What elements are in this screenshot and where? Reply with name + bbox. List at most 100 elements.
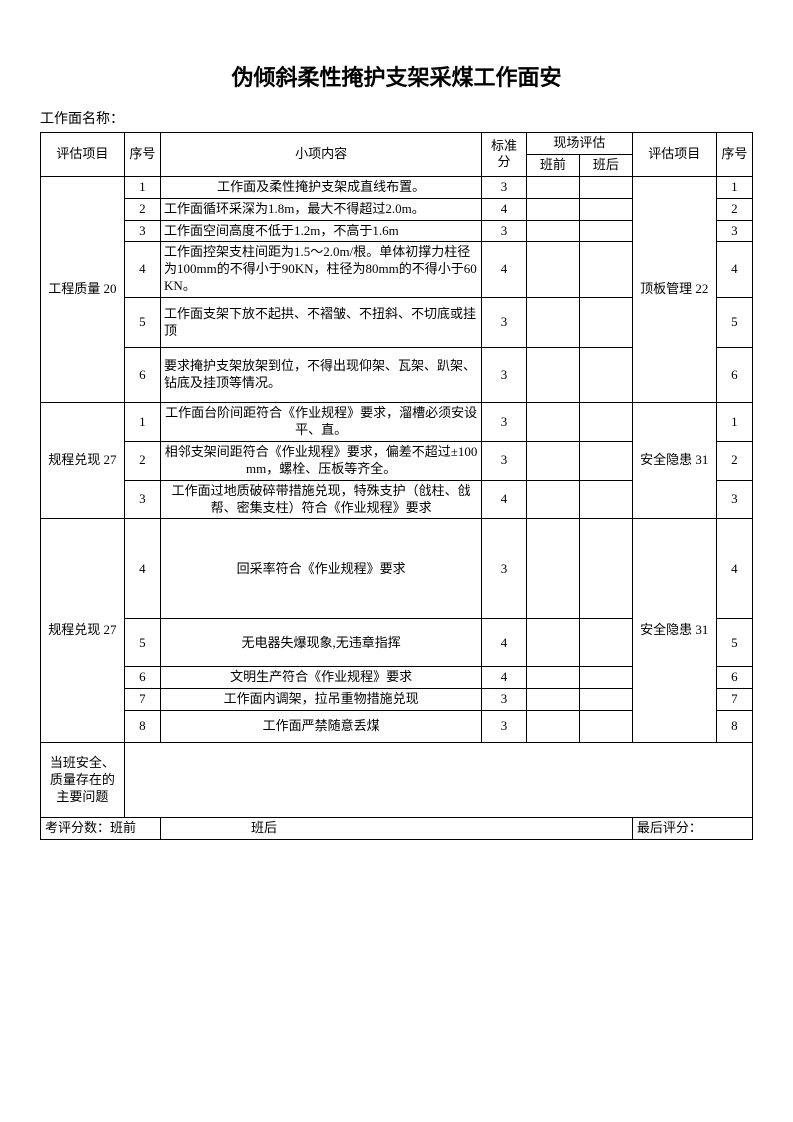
eval-after-cell[interactable] [579,298,632,348]
item-cell: 工作面及柔性掩护支架成直线布置。 [161,176,482,198]
eval-before-cell[interactable] [526,242,579,298]
score-after-label: 班后 [161,818,633,840]
eval-after-cell[interactable] [579,667,632,689]
std-cell: 4 [482,242,527,298]
eval-before-cell[interactable] [526,348,579,403]
seq2-cell: 3 [716,220,752,242]
seq2-cell: 2 [716,198,752,220]
item-cell: 工作面循环采深为1.8m，最大不得超过2.0m。 [161,198,482,220]
seq2-cell: 2 [716,441,752,480]
eval-after-cell[interactable] [579,348,632,403]
table-row: 工程质量 20 1 工作面及柔性掩护支架成直线布置。 3 顶板管理 22 1 [41,176,753,198]
eval-before-cell[interactable] [526,689,579,711]
seq-cell: 3 [124,220,160,242]
seq2-cell: 1 [716,403,752,442]
eval-after-cell[interactable] [579,176,632,198]
page-title: 伪倾斜柔性掩护支架采煤工作面安 [40,60,753,92]
eval-after-cell[interactable] [579,198,632,220]
hdr-eval-group: 现场评估 [526,133,632,155]
seq-cell: 5 [124,298,160,348]
hdr-seq2: 序号 [716,133,752,177]
hdr-category2: 评估项目 [632,133,716,177]
std-cell: 3 [482,519,527,619]
eval-after-cell[interactable] [579,441,632,480]
eval-after-cell[interactable] [579,480,632,519]
item-cell: 工作面内调架，拉吊重物措施兑现 [161,689,482,711]
eval-before-cell[interactable] [526,198,579,220]
eval-before-cell[interactable] [526,480,579,519]
seq2-cell: 1 [716,176,752,198]
hdr-seq: 序号 [124,133,160,177]
seq-cell: 4 [124,242,160,298]
table-header-row: 评估项目 序号 小项内容 标准分 现场评估 评估项目 序号 [41,133,753,155]
problems-row: 当班安全、质量存在的主要问题 [41,743,753,818]
eval-before-cell[interactable] [526,619,579,667]
eval-after-cell[interactable] [579,403,632,442]
cat-cell: 规程兑现 27 [41,519,125,743]
seq2-cell: 6 [716,348,752,403]
eval-before-cell[interactable] [526,441,579,480]
std-cell: 3 [482,220,527,242]
seq-cell: 3 [124,480,160,519]
eval-before-cell[interactable] [526,220,579,242]
evaluation-table: 评估项目 序号 小项内容 标准分 现场评估 评估项目 序号 班前 班后 工程质量… [40,132,753,840]
cat2-cell: 安全隐患 31 [632,403,716,519]
eval-before-cell[interactable] [526,176,579,198]
item-cell: 工作面空间高度不低于1.2m，不高于1.6m [161,220,482,242]
item-cell: 文明生产符合《作业规程》要求 [161,667,482,689]
eval-after-cell[interactable] [579,619,632,667]
seq2-cell: 5 [716,298,752,348]
std-cell: 3 [482,441,527,480]
table-row: 规程兑现 27 1 工作面台阶间距符合《作业规程》要求，溜槽必须安设平、直。 3… [41,403,753,442]
cat2-cell: 安全隐患 31 [632,519,716,743]
eval-after-cell[interactable] [579,519,632,619]
std-cell: 3 [482,403,527,442]
item-cell: 工作面控架支柱间距为1.5～2.0m/根。单体初撑力柱径为100mm的不得小于9… [161,242,482,298]
seq2-cell: 6 [716,667,752,689]
workface-name-label: 工作面名称： [40,108,753,128]
eval-after-cell[interactable] [579,242,632,298]
problems-content[interactable] [124,743,752,818]
item-cell: 无电器失爆现象,无违章指挥 [161,619,482,667]
seq-cell: 5 [124,619,160,667]
cat2-cell: 顶板管理 22 [632,176,716,402]
eval-before-cell[interactable] [526,667,579,689]
eval-after-cell[interactable] [579,711,632,743]
item-cell: 工作面台阶间距符合《作业规程》要求，溜槽必须安设平、直。 [161,403,482,442]
score-row: 考评分数：班前 班后 最后评分： [41,818,753,840]
hdr-category: 评估项目 [41,133,125,177]
seq2-cell: 7 [716,689,752,711]
final-score-label: 最后评分： [632,818,752,840]
seq-cell: 4 [124,519,160,619]
eval-before-cell[interactable] [526,403,579,442]
std-cell: 4 [482,198,527,220]
cat-cell: 工程质量 20 [41,176,125,402]
std-cell: 4 [482,619,527,667]
item-cell: 工作面严禁随意丢煤 [161,711,482,743]
item-cell: 相邻支架间距符合《作业规程》要求，偏差不超过±100mm，螺栓、压板等齐全。 [161,441,482,480]
seq-cell: 1 [124,403,160,442]
hdr-eval-before: 班前 [526,154,579,176]
std-cell: 4 [482,667,527,689]
cat-cell: 规程兑现 27 [41,403,125,519]
seq-cell: 1 [124,176,160,198]
eval-after-cell[interactable] [579,689,632,711]
table-row: 规程兑现 27 4 回采率符合《作业规程》要求 3 安全隐患 31 4 [41,519,753,619]
seq-cell: 6 [124,667,160,689]
seq-cell: 6 [124,348,160,403]
std-cell: 3 [482,689,527,711]
eval-before-cell[interactable] [526,711,579,743]
hdr-item: 小项内容 [161,133,482,177]
hdr-eval-after: 班后 [579,154,632,176]
seq2-cell: 3 [716,480,752,519]
eval-before-cell[interactable] [526,298,579,348]
eval-after-cell[interactable] [579,220,632,242]
seq-cell: 7 [124,689,160,711]
eval-before-cell[interactable] [526,519,579,619]
seq-cell: 2 [124,198,160,220]
seq2-cell: 4 [716,519,752,619]
item-cell: 要求掩护支架放架到位，不得出现仰架、瓦架、趴架、钻底及挂顶等情况。 [161,348,482,403]
item-cell: 回采率符合《作业规程》要求 [161,519,482,619]
std-cell: 3 [482,176,527,198]
seq2-cell: 8 [716,711,752,743]
